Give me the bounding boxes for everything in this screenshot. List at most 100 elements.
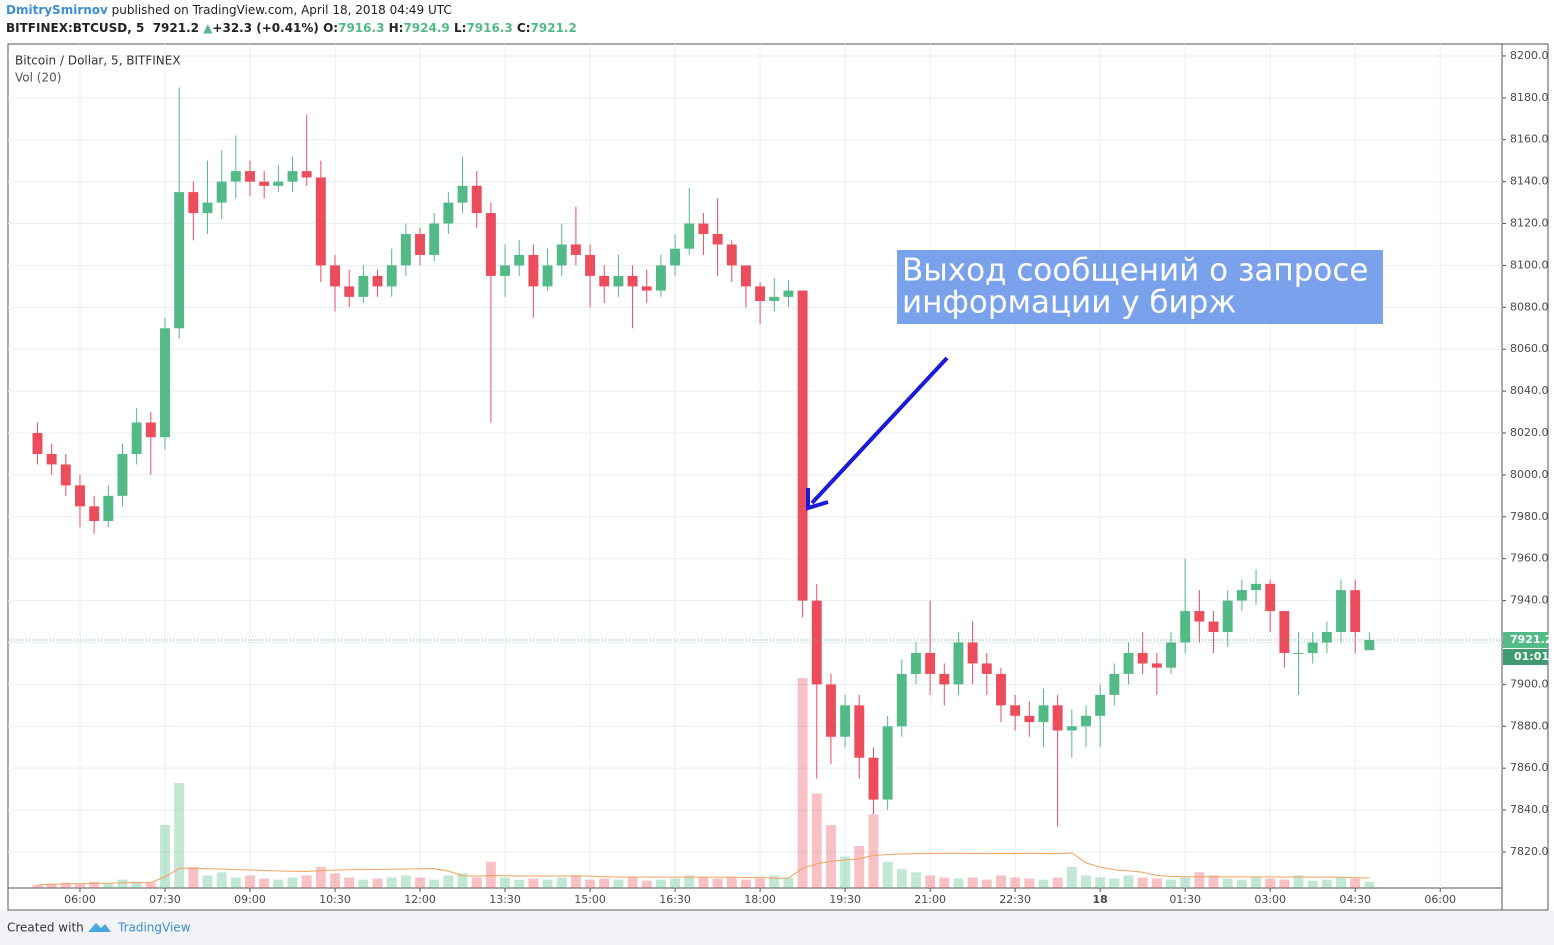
y-tick-label: 8060.0 (1510, 342, 1549, 355)
volume-bar (882, 861, 893, 888)
candle-body (1123, 652, 1134, 674)
candle-body (1336, 590, 1346, 633)
volume-bar (145, 882, 156, 888)
candle-body (939, 673, 950, 685)
candle-body (641, 286, 652, 291)
volume-bar (1336, 877, 1346, 888)
candle-body (599, 275, 610, 287)
volume-bar (429, 879, 440, 888)
volume-bar (953, 878, 964, 888)
volume-bar (769, 875, 780, 888)
symbol-line: BITFINEX:BTCUSD, 5 7921.2 ▲+32.3 (+0.41%… (6, 21, 577, 35)
candle-body (868, 757, 879, 800)
candle-body (811, 600, 822, 685)
annotation-line: информации у бирж (902, 285, 1236, 321)
volume-bar (556, 877, 567, 888)
o: 7916.3 (338, 21, 385, 35)
candle-body (967, 642, 978, 664)
volume-bar (585, 879, 596, 888)
volume-ma (37, 852, 1370, 886)
volume-bar (117, 879, 128, 888)
candle-body (585, 254, 596, 276)
candle-body (1095, 694, 1106, 716)
candle-body (1194, 611, 1205, 622)
x-tick-label: 22:30 (999, 893, 1031, 906)
legend-vol: Vol (20) (15, 71, 61, 85)
candle-body (315, 177, 326, 266)
volume-bar (1364, 881, 1375, 888)
volume-bar (301, 875, 312, 888)
candle-body (372, 275, 383, 287)
candle-body (1321, 632, 1332, 643)
candle-body (131, 422, 142, 454)
candle-body (613, 275, 624, 287)
y-tick-label: 8160.0 (1510, 133, 1549, 146)
candle-body (1109, 673, 1120, 695)
h-label: H: (388, 21, 404, 35)
x-tick-label: 16:30 (659, 893, 691, 906)
candle-body (344, 286, 355, 297)
volume-bar (216, 872, 227, 888)
frame (7, 43, 1549, 911)
candle-body (882, 726, 893, 800)
volume-bar (500, 877, 511, 888)
footer-brand[interactable]: TradingView (117, 921, 191, 935)
volume-bar (1066, 867, 1077, 888)
y-tick-label: 8180.0 (1510, 91, 1549, 104)
volume-bar (1208, 875, 1219, 888)
volume-bar (1307, 880, 1318, 888)
volume-bar (712, 878, 723, 888)
volume-bar (103, 882, 114, 888)
candle-body (755, 286, 766, 302)
candle-body (1137, 652, 1148, 664)
volume-bar (315, 867, 326, 888)
volume-bar (89, 881, 100, 888)
volume-bar (811, 793, 822, 888)
candle-body (1350, 590, 1361, 633)
volume-bar (400, 875, 411, 888)
candle-body (471, 185, 482, 214)
volume-bar (925, 875, 936, 888)
x-tick-label: 03:00 (1254, 893, 1286, 906)
candle-body (60, 464, 71, 486)
candle-body (443, 202, 454, 224)
volume-bar (1265, 878, 1276, 888)
volume-bar (46, 883, 57, 888)
candle-body (1293, 652, 1304, 654)
x-tick-label: 06:00 (1424, 893, 1456, 906)
candle-body (1279, 611, 1290, 653)
x-tick-label: 13:30 (489, 893, 521, 906)
x-tick-label: 06:00 (64, 893, 96, 906)
c: 7921.2 (530, 21, 577, 35)
volume-bar (854, 846, 865, 888)
candle-body (712, 233, 723, 245)
volume-bar (726, 877, 737, 888)
candle-body (1081, 715, 1091, 727)
volume-bar (1194, 872, 1205, 888)
candle-body (854, 705, 865, 758)
volume-bar (1151, 878, 1162, 888)
countdown-bg (1503, 648, 1548, 665)
candle-body (1010, 705, 1021, 716)
y-tick-label: 8080.0 (1510, 300, 1549, 313)
volume-bar (131, 881, 142, 888)
candle-body (400, 233, 411, 266)
candle-body (840, 705, 851, 737)
volume-bar (797, 678, 808, 888)
volume-bar (570, 875, 581, 888)
candle-body (1066, 726, 1077, 731)
candle-body (698, 223, 709, 234)
y-tick-label: 7940.0 (1510, 594, 1549, 607)
volume-bar (1166, 879, 1176, 888)
volume-bar (514, 879, 525, 888)
l: 7916.3 (466, 21, 513, 35)
volume-bar (485, 861, 496, 888)
author[interactable]: DmitrySmirnov (6, 3, 108, 17)
candle-body (783, 290, 794, 297)
volume-bar (1010, 877, 1021, 888)
volume-bar (1321, 879, 1332, 888)
candle-body (1151, 663, 1162, 668)
volume-bar (684, 875, 695, 888)
candle-body (570, 244, 581, 255)
